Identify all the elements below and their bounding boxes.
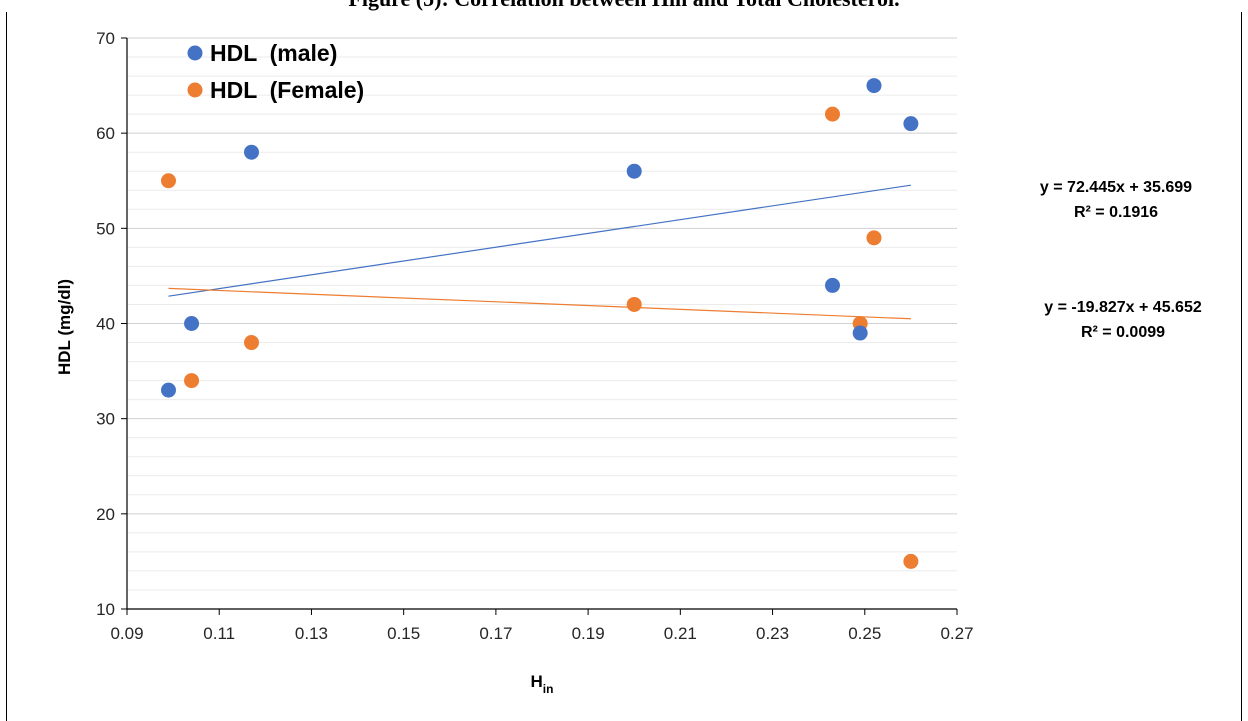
data-point-male bbox=[825, 277, 840, 293]
trendline-labels: y = 72.445x + 35.699 R² = 0.1916 y = -19… bbox=[1040, 179, 1202, 341]
x-tick-label: 0.27 bbox=[940, 624, 973, 643]
legend-marker-female bbox=[187, 82, 203, 98]
x-tick-label: 0.19 bbox=[572, 624, 605, 643]
trendline-female bbox=[168, 287, 911, 320]
y-tick-label: 70 bbox=[96, 29, 115, 48]
data-point-female bbox=[825, 106, 840, 122]
data-point-male bbox=[244, 144, 259, 160]
chart-frame bbox=[6, 12, 1242, 721]
trendline-male bbox=[168, 184, 911, 297]
data-point-male bbox=[184, 316, 200, 331]
tick-labels: 10 20 30 40 50 60 70 0.09 0.11 0.13 0.15 0.17 0.19 0.… bbox=[96, 29, 973, 643]
major-gridlines bbox=[127, 37, 957, 515]
male-trendline-equation: y = 72.445x + 35.699 bbox=[1040, 179, 1192, 196]
x-tick-label: 0.15 bbox=[387, 624, 420, 643]
y-tick-label: 10 bbox=[96, 600, 115, 619]
female-trendline-equation: y = -19.827x + 45.652 bbox=[1044, 299, 1202, 316]
data-point-female bbox=[626, 296, 642, 312]
x-tick-label: 0.09 bbox=[110, 624, 143, 643]
data-point-female bbox=[866, 230, 882, 246]
y-tick-label: 20 bbox=[96, 505, 115, 524]
data-point-male bbox=[852, 325, 868, 341]
data-point-female bbox=[244, 335, 259, 351]
y-tick-label: 60 bbox=[96, 124, 115, 143]
data-point-female bbox=[161, 173, 176, 189]
legend: HDL (male) HDL (Female) bbox=[187, 40, 364, 103]
male-trendline-r-squared: R² = 0.1916 bbox=[1074, 204, 1158, 221]
x-tick-label: 0.23 bbox=[756, 624, 789, 643]
legend-label-female: HDL (Female) bbox=[210, 77, 364, 103]
axes bbox=[121, 37, 958, 615]
y-tick-label: 50 bbox=[96, 219, 115, 238]
x-axis-title-subscript: in bbox=[543, 682, 554, 696]
figure-title: Figure (5): Correlation between Hin and … bbox=[0, 0, 1248, 12]
y-tick-label: 40 bbox=[96, 315, 115, 334]
trendlines bbox=[168, 184, 911, 320]
x-axis-title-main: H bbox=[531, 672, 543, 691]
x-tick-label: 0.13 bbox=[295, 624, 328, 643]
y-tick-label: 30 bbox=[96, 410, 115, 429]
data-point-female bbox=[184, 373, 200, 389]
x-tick-label: 0.17 bbox=[479, 624, 512, 643]
data-point-male bbox=[903, 116, 919, 132]
female-trendline-r-squared: R² = 0.0099 bbox=[1081, 324, 1165, 341]
x-tick-label: 0.21 bbox=[664, 624, 697, 643]
legend-marker-male bbox=[187, 45, 203, 61]
data-point-male bbox=[626, 163, 642, 179]
data-point-female bbox=[903, 553, 919, 569]
data-point-male bbox=[161, 382, 176, 398]
x-tick-label: 0.11 bbox=[203, 624, 235, 643]
y-axis-title: HDL (mg/dl) bbox=[55, 279, 74, 375]
x-axis-title: Hin bbox=[531, 672, 554, 696]
x-tick-label: 0.25 bbox=[848, 624, 881, 643]
minor-gridlines bbox=[127, 56, 957, 591]
data-point-male bbox=[866, 78, 882, 94]
legend-label-male: HDL (male) bbox=[210, 40, 337, 66]
data-points bbox=[161, 78, 919, 569]
